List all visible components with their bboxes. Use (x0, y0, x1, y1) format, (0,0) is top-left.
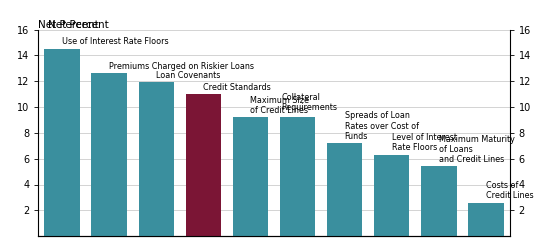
Text: Maximum Maturity
of Loans
and Credit Lines: Maximum Maturity of Loans and Credit Lin… (439, 135, 515, 164)
Text: Loan Covenants: Loan Covenants (156, 71, 220, 80)
Bar (92, 73, 127, 236)
Text: Premiums Charged on Riskier Loans: Premiums Charged on Riskier Loans (109, 62, 254, 71)
Bar (469, 202, 504, 236)
Bar (280, 117, 315, 236)
Text: Spreads of Loan
Rates over Cost of
Funds: Spreads of Loan Rates over Cost of Funds (345, 111, 419, 140)
Bar (139, 82, 174, 236)
Bar (327, 143, 362, 236)
Text: Net Percent: Net Percent (38, 19, 99, 30)
Text: Maximum Size
of Credit Lines: Maximum Size of Credit Lines (250, 96, 310, 115)
Bar (186, 94, 221, 236)
Text: Credit Standards: Credit Standards (203, 82, 271, 92)
Bar (44, 49, 79, 236)
Bar (421, 166, 456, 236)
Text: Use of Interest Rate Floors: Use of Interest Rate Floors (62, 37, 169, 46)
Text: Net Percent: Net Percent (48, 19, 109, 30)
Text: Costs of
Credit Lines: Costs of Credit Lines (486, 181, 534, 200)
Bar (233, 117, 268, 236)
Text: Level of Interest
Rate Floors: Level of Interest Rate Floors (392, 133, 457, 152)
Text: Collateral
Requirements: Collateral Requirements (281, 93, 337, 112)
Bar (374, 155, 409, 236)
